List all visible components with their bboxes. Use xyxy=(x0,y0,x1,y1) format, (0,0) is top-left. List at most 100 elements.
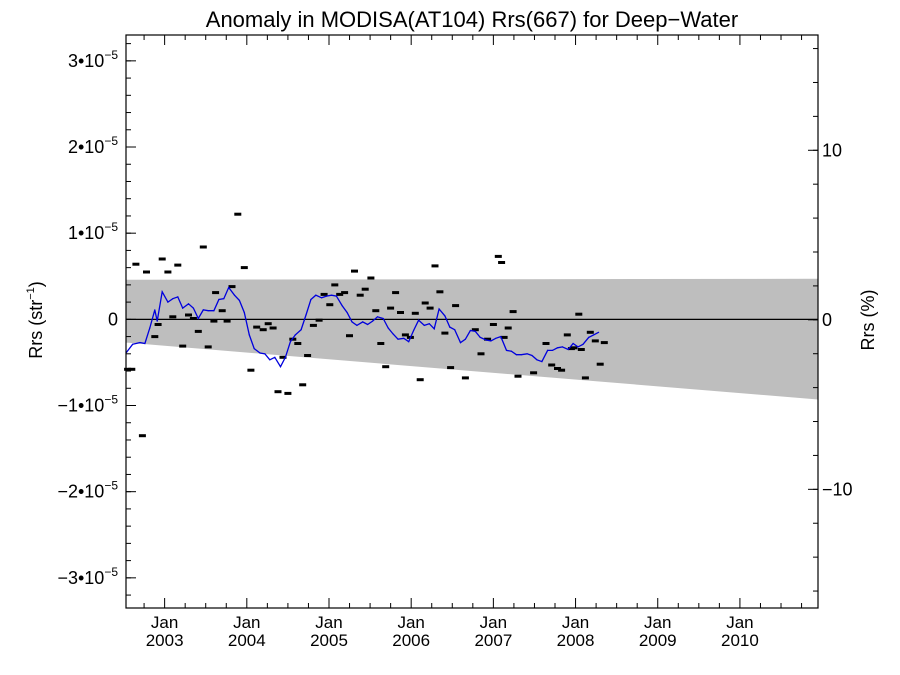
data-point-75 xyxy=(514,374,522,378)
y-axis-left-label-base: Rrs (str xyxy=(26,300,46,359)
running-mean-point-40 xyxy=(330,294,333,296)
running-mean-point-10 xyxy=(177,296,179,298)
running-mean-point-14 xyxy=(197,317,199,320)
x-tick-year-0: 2003 xyxy=(146,631,184,650)
running-mean-point-3 xyxy=(144,342,146,345)
data-point-40 xyxy=(331,283,339,287)
running-mean-point-43 xyxy=(346,311,348,314)
data-point-68 xyxy=(484,337,492,341)
data-point-85 xyxy=(577,348,585,351)
running-mean-point-79 xyxy=(531,354,533,357)
running-mean-point-5 xyxy=(154,309,156,311)
data-point-56 xyxy=(411,311,419,315)
data-point-24 xyxy=(247,368,255,372)
data-points xyxy=(124,212,608,438)
data-point-11 xyxy=(179,344,187,348)
data-point-18 xyxy=(212,291,220,295)
data-point-31 xyxy=(284,391,292,395)
running-mean-point-81 xyxy=(541,361,543,363)
data-point-89 xyxy=(596,362,604,366)
data-point-25 xyxy=(253,325,261,329)
data-point-48 xyxy=(372,309,380,313)
y-left-tick-label-5: −2•10−5 xyxy=(57,479,118,502)
data-point-49 xyxy=(377,342,385,345)
running-mean-point-39 xyxy=(325,295,328,297)
y-axis-right: 10 0 −10 xyxy=(808,48,853,592)
data-point-62 xyxy=(441,331,449,335)
data-point-39 xyxy=(326,303,334,307)
data-point-83 xyxy=(570,346,578,350)
y-left-tick-label-2: 1•10−5 xyxy=(68,220,118,243)
running-mean-point-11 xyxy=(182,307,184,309)
y-left-tick-label-4: −1•10−5 xyxy=(57,393,118,416)
running-mean-point-12 xyxy=(187,303,190,305)
running-mean-point-92 xyxy=(598,331,600,333)
running-mean-point-2 xyxy=(139,342,141,344)
y-axis-left-label-sup: −1 xyxy=(25,287,37,300)
running-mean-point-24 xyxy=(248,334,250,336)
running-mean-point-30 xyxy=(279,366,282,368)
running-mean-point-61 xyxy=(438,308,440,310)
x-tick-month-0: Jan xyxy=(151,613,178,632)
data-point-42 xyxy=(341,291,349,295)
data-point-59 xyxy=(426,306,434,310)
running-mean-point-18 xyxy=(218,298,220,301)
x-tick-month-6: Jan xyxy=(644,613,671,632)
running-mean-point-21 xyxy=(233,294,236,296)
x-tick-year-6: 2009 xyxy=(639,631,677,650)
x-tick-year-7: 2010 xyxy=(721,631,759,650)
running-mean-point-51 xyxy=(387,327,389,329)
running-mean-point-8 xyxy=(167,301,169,303)
running-mean-point-83 xyxy=(551,349,554,351)
running-mean-point-55 xyxy=(408,341,410,343)
running-mean-point-42 xyxy=(341,305,343,307)
running-mean-point-70 xyxy=(485,339,487,341)
data-point-3 xyxy=(138,434,146,438)
running-mean-point-60 xyxy=(433,328,435,330)
running-mean-point-35 xyxy=(305,314,307,316)
data-point-50 xyxy=(382,365,390,369)
running-mean-point-29 xyxy=(274,356,276,358)
running-mean-point-41 xyxy=(335,295,337,297)
running-mean-point-28 xyxy=(269,359,271,361)
running-mean-point-47 xyxy=(367,323,369,326)
running-mean-point-68 xyxy=(474,330,476,332)
data-point-5 xyxy=(151,335,159,339)
running-mean-point-86 xyxy=(567,348,569,351)
data-point-47 xyxy=(367,276,375,280)
y-axis-right-label: Rrs (%) xyxy=(858,290,878,351)
running-mean-point-88 xyxy=(577,346,579,348)
data-point-57 xyxy=(416,378,424,382)
data-point-88 xyxy=(591,339,599,343)
data-point-84 xyxy=(575,312,583,316)
plot-frame xyxy=(125,34,819,609)
data-point-17 xyxy=(210,319,218,323)
data-point-64 xyxy=(452,304,460,308)
running-mean-point-49 xyxy=(376,316,379,318)
running-mean-point-50 xyxy=(382,317,384,320)
data-point-37 xyxy=(315,318,323,322)
data-point-22 xyxy=(234,212,242,216)
running-mean-point-37 xyxy=(315,294,317,296)
data-point-90 xyxy=(600,341,608,345)
data-point-12 xyxy=(185,313,192,317)
running-mean-point-65 xyxy=(459,342,462,344)
running-mean-point-9 xyxy=(172,298,174,300)
running-mean-point-77 xyxy=(520,354,522,356)
x-tick-month-2: Jan xyxy=(315,613,342,632)
data-point-30 xyxy=(279,355,287,359)
data-point-6 xyxy=(154,323,162,326)
running-mean-point-17 xyxy=(213,310,215,312)
y-left-tick-label-0: 3•10−5 xyxy=(68,48,118,71)
running-mean-point-52 xyxy=(392,333,394,335)
data-point-19 xyxy=(218,309,226,313)
running-mean-point-44 xyxy=(351,321,353,323)
running-mean-point-4 xyxy=(149,327,151,329)
x-tick-month-4: Jan xyxy=(480,613,507,632)
running-mean-point-87 xyxy=(572,342,574,345)
y-axis-left-label: Rrs (str−1) xyxy=(25,281,46,359)
data-point-86 xyxy=(581,376,589,380)
data-point-45 xyxy=(356,293,364,297)
running-mean-point-69 xyxy=(479,336,481,338)
